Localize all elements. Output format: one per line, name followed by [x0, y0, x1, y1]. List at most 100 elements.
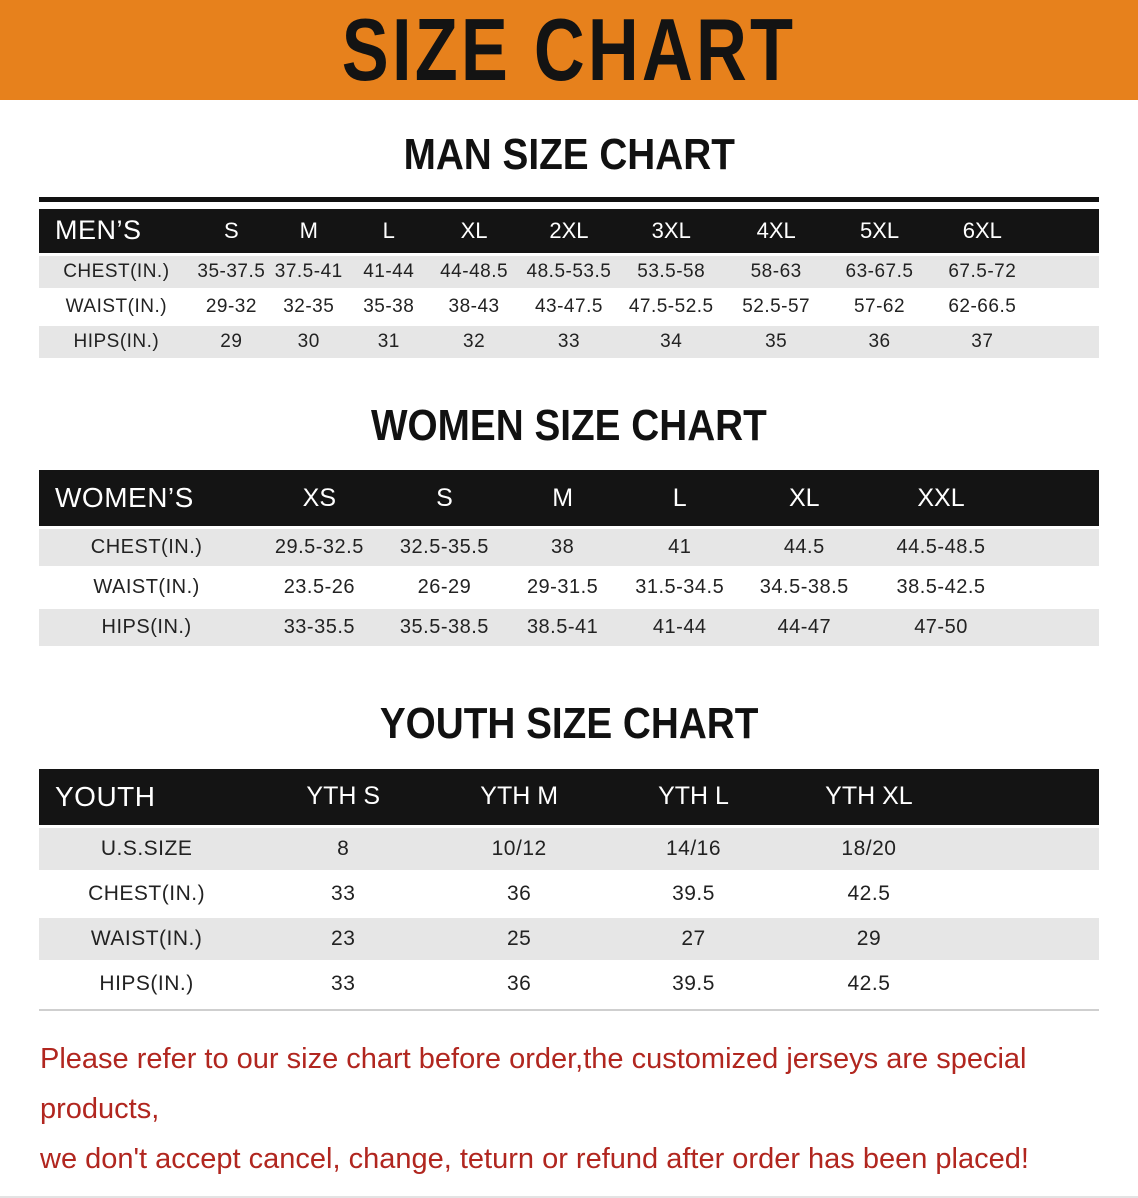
size-value-cell: 53.5-58: [618, 255, 724, 288]
women-corner-label: WOMEN’S: [39, 470, 255, 527]
row-label: WAIST(IN.): [39, 569, 255, 607]
size-value-cell: 23: [254, 917, 433, 960]
size-value-cell: 41: [620, 529, 739, 567]
row-filler: [1034, 255, 1099, 288]
size-value-cell: 58-63: [723, 255, 829, 288]
youth-corner-label: YOUTH: [39, 768, 255, 825]
men-table-wrap: MEN’S S M L XL 2XL 3XL 4XL 5XL 6XL CHEST…: [39, 196, 1099, 361]
table-row: CHEST(IN.) 35-37.5 37.5-41 41-44 44-48.5…: [39, 255, 1099, 288]
size-value-cell: 31: [348, 325, 430, 358]
size-value-cell: 35: [723, 325, 829, 358]
youth-col-header: YTH M: [432, 768, 607, 825]
row-filler: [1034, 325, 1099, 358]
row-filler: [956, 962, 1099, 1005]
table-row: HIPS(IN.) 29 30 31 32 33 34 35 36 37: [39, 325, 1099, 358]
women-chart-heading: WOMEN SIZE CHART: [0, 401, 1138, 452]
size-value-cell: 38.5-42.5: [870, 569, 1013, 607]
size-value-cell: 38: [504, 529, 621, 567]
women-size-table: WOMEN’S XS S M L XL XXL CHEST(IN.) 29.5-…: [39, 467, 1099, 649]
youth-chart-heading-text: YOUTH SIZE CHART: [379, 699, 759, 749]
men-col-header: 5XL: [828, 208, 931, 253]
women-section: WOMEN SIZE CHART WOMEN’S XS S M L XL XXL: [0, 401, 1138, 650]
men-col-header: XL: [429, 208, 520, 253]
men-col-header: 6XL: [930, 208, 1035, 253]
size-value-cell: 33: [254, 962, 433, 1005]
row-filler: [956, 872, 1099, 915]
banner-title: SIZE CHART: [341, 0, 797, 99]
size-value-cell: 30: [269, 325, 349, 358]
size-value-cell: 37: [930, 325, 1035, 358]
size-value-cell: 10/12: [432, 827, 607, 870]
youth-section: YOUTH SIZE CHART YOUTH YTH S YTH M YTH L…: [0, 699, 1138, 1011]
size-value-cell: 33: [254, 872, 433, 915]
women-header-row: WOMEN’S XS S M L XL XXL: [39, 470, 1099, 527]
row-label: CHEST(IN.): [39, 255, 194, 288]
size-value-cell: 29: [193, 325, 269, 358]
row-label: HIPS(IN.): [39, 609, 255, 647]
size-value-cell: 52.5-57: [723, 290, 829, 323]
size-value-cell: 38-43: [429, 290, 520, 323]
row-label: U.S.SIZE: [39, 827, 255, 870]
size-value-cell: 47.5-52.5: [618, 290, 724, 323]
size-value-cell: 42.5: [780, 872, 957, 915]
header-filler: [956, 768, 1099, 825]
size-value-cell: 37.5-41: [269, 255, 349, 288]
men-col-header: 2XL: [519, 208, 619, 253]
size-value-cell: 29-32: [193, 290, 269, 323]
banner: SIZE CHART: [0, 0, 1138, 100]
row-filler: [1034, 290, 1099, 323]
size-value-cell: 39.5: [606, 962, 781, 1005]
youth-col-header: YTH L: [606, 768, 781, 825]
youth-table-underline: [39, 1008, 1099, 1011]
row-filler: [956, 827, 1099, 870]
youth-col-header: YTH XL: [780, 768, 957, 825]
row-filler: [956, 917, 1099, 960]
size-value-cell: 44-47: [738, 609, 870, 647]
size-value-cell: 32.5-35.5: [384, 529, 505, 567]
table-row: CHEST(IN.) 33 36 39.5 42.5: [39, 872, 1099, 915]
man-chart-heading: MAN SIZE CHART: [0, 130, 1138, 181]
youth-header-row: YOUTH YTH S YTH M YTH L YTH XL: [39, 768, 1099, 825]
women-col-header: XXL: [870, 470, 1013, 527]
size-value-cell: 26-29: [384, 569, 505, 607]
size-value-cell: 35-37.5: [193, 255, 269, 288]
table-row: U.S.SIZE 8 10/12 14/16 18/20: [39, 827, 1099, 870]
women-chart-heading-text: WOMEN SIZE CHART: [371, 400, 767, 450]
size-value-cell: 44-48.5: [429, 255, 520, 288]
size-value-cell: 36: [432, 962, 607, 1005]
men-col-header: L: [348, 208, 430, 253]
men-table-top-rule: [39, 196, 1099, 202]
table-row: HIPS(IN.) 33 36 39.5 42.5: [39, 962, 1099, 1005]
size-value-cell: 47-50: [870, 609, 1013, 647]
row-filler: [1012, 529, 1099, 567]
youth-size-table: YOUTH YTH S YTH M YTH L YTH XL U.S.SIZE …: [39, 766, 1099, 1008]
size-value-cell: 32: [429, 325, 520, 358]
size-value-cell: 44.5: [738, 529, 870, 567]
women-col-header: XL: [738, 470, 870, 527]
row-label: HIPS(IN.): [39, 962, 255, 1005]
men-corner-label: MEN’S: [39, 208, 194, 253]
men-col-header: 3XL: [618, 208, 724, 253]
table-row: WAIST(IN.) 29-32 32-35 35-38 38-43 43-47…: [39, 290, 1099, 323]
size-value-cell: 41-44: [620, 609, 739, 647]
row-filler: [1012, 569, 1099, 607]
row-label: WAIST(IN.): [39, 917, 255, 960]
table-row: WAIST(IN.) 23.5-26 26-29 29-31.5 31.5-34…: [39, 569, 1099, 607]
disclaimer-line-2: we don't accept cancel, change, teturn o…: [40, 1142, 1029, 1175]
youth-chart-heading: YOUTH SIZE CHART: [0, 699, 1138, 750]
size-value-cell: 14/16: [606, 827, 781, 870]
size-value-cell: 33: [519, 325, 619, 358]
size-value-cell: 38.5-41: [504, 609, 621, 647]
women-col-header: M: [504, 470, 621, 527]
size-value-cell: 36: [432, 872, 607, 915]
size-value-cell: 43-47.5: [519, 290, 619, 323]
size-value-cell: 29.5-32.5: [254, 529, 385, 567]
size-value-cell: 34: [618, 325, 724, 358]
row-filler: [1012, 609, 1099, 647]
header-filler: [1012, 470, 1099, 527]
header-filler: [1034, 208, 1099, 253]
size-value-cell: 35.5-38.5: [384, 609, 505, 647]
table-row: HIPS(IN.) 33-35.5 35.5-38.5 38.5-41 41-4…: [39, 609, 1099, 647]
size-value-cell: 42.5: [780, 962, 957, 1005]
size-value-cell: 63-67.5: [828, 255, 931, 288]
